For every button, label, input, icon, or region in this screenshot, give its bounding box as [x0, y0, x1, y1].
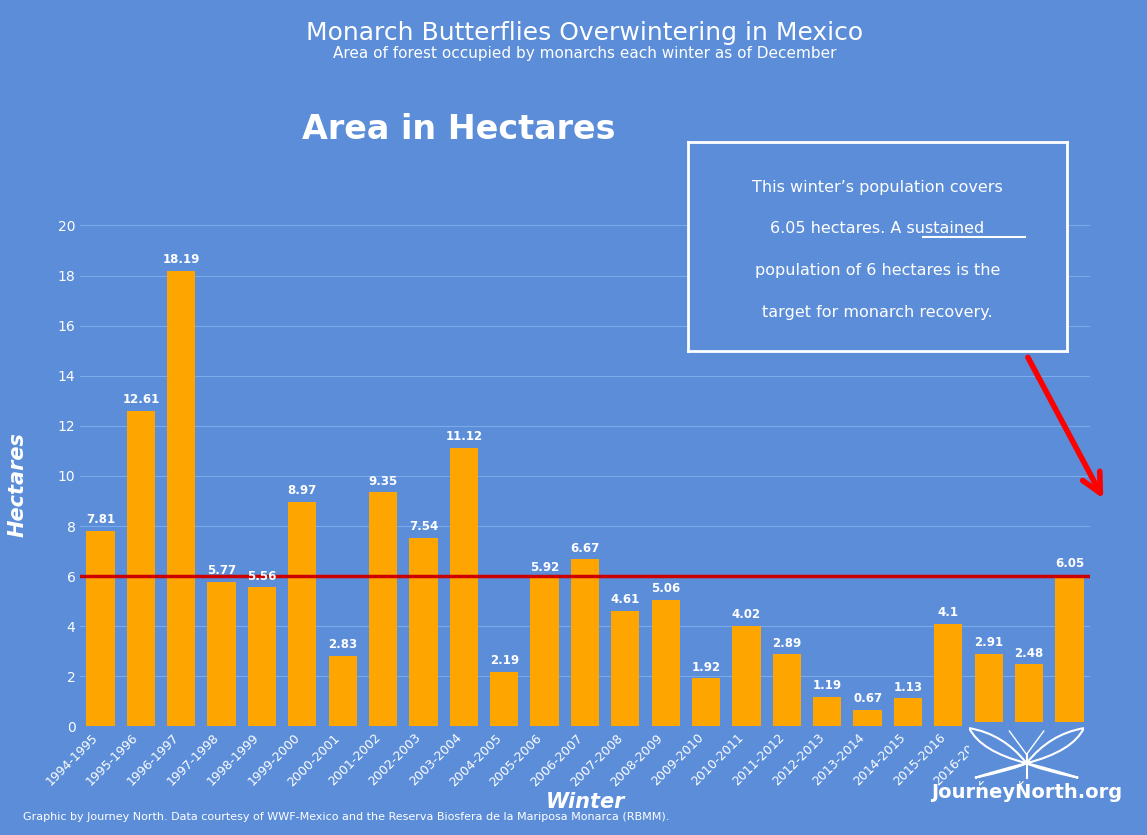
- Bar: [813, 696, 842, 726]
- Bar: [369, 493, 397, 726]
- Text: 1.13: 1.13: [894, 681, 922, 694]
- Text: 18.19: 18.19: [163, 253, 200, 266]
- Text: 9.35: 9.35: [368, 475, 398, 488]
- Text: 1.19: 1.19: [813, 679, 842, 692]
- Text: JourneyNorth.org: JourneyNorth.org: [931, 782, 1122, 802]
- Text: 2.83: 2.83: [328, 638, 357, 651]
- Text: population of 6 hectares is the: population of 6 hectares is the: [755, 263, 1000, 278]
- Bar: [1015, 665, 1044, 726]
- Bar: [651, 600, 680, 726]
- Text: 6.05 hectares. A sustained: 6.05 hectares. A sustained: [771, 221, 984, 236]
- Bar: [409, 538, 438, 726]
- Text: 5.56: 5.56: [248, 569, 276, 583]
- Bar: [692, 678, 720, 726]
- Bar: [328, 655, 357, 726]
- Text: This winter’s population covers: This winter’s population covers: [752, 180, 1002, 195]
- Bar: [732, 625, 760, 726]
- Text: 6.67: 6.67: [570, 542, 600, 555]
- Text: 0.67: 0.67: [853, 692, 882, 705]
- Text: 5.92: 5.92: [530, 560, 560, 574]
- Text: Hectares: Hectares: [7, 432, 28, 537]
- Bar: [167, 271, 195, 726]
- Text: 7.81: 7.81: [86, 514, 115, 526]
- Bar: [288, 502, 317, 726]
- Bar: [490, 671, 518, 726]
- Bar: [450, 448, 478, 726]
- Text: Monarch Butterflies Overwintering in Mexico: Monarch Butterflies Overwintering in Mex…: [306, 21, 864, 45]
- Text: Winter: Winter: [545, 792, 625, 812]
- Text: 2.19: 2.19: [490, 654, 518, 667]
- Text: 7.54: 7.54: [408, 520, 438, 533]
- Text: 8.97: 8.97: [288, 484, 317, 498]
- Text: target for monarch recovery.: target for monarch recovery.: [762, 305, 993, 320]
- Bar: [853, 710, 882, 726]
- Text: 4.1: 4.1: [938, 606, 959, 620]
- Text: Graphic by Journey North. Data courtesy of WWF-Mexico and the Reserva Biosfera d: Graphic by Journey North. Data courtesy …: [23, 812, 670, 822]
- Text: 5.77: 5.77: [208, 564, 236, 578]
- Text: 11.12: 11.12: [445, 430, 483, 443]
- Bar: [1055, 575, 1084, 726]
- Bar: [975, 654, 1002, 726]
- Text: 6.05: 6.05: [1055, 558, 1084, 570]
- Bar: [208, 582, 236, 726]
- Text: 2.89: 2.89: [772, 636, 802, 650]
- Text: 12.61: 12.61: [123, 393, 159, 406]
- Bar: [248, 587, 276, 726]
- Text: 2.91: 2.91: [974, 636, 1004, 649]
- Bar: [773, 654, 801, 726]
- Text: 4.61: 4.61: [610, 594, 640, 606]
- Bar: [611, 611, 640, 726]
- Bar: [86, 531, 115, 726]
- Bar: [934, 624, 962, 726]
- Bar: [126, 411, 155, 726]
- Bar: [894, 698, 922, 726]
- Text: 4.02: 4.02: [732, 608, 760, 621]
- Text: 1.92: 1.92: [692, 660, 720, 674]
- Text: Area of forest occupied by monarchs each winter as of December: Area of forest occupied by monarchs each…: [334, 46, 836, 61]
- Text: 2.48: 2.48: [1014, 647, 1044, 660]
- Text: Area in Hectares: Area in Hectares: [302, 113, 616, 146]
- Bar: [530, 578, 559, 726]
- Bar: [571, 559, 599, 726]
- Text: 5.06: 5.06: [651, 582, 680, 595]
